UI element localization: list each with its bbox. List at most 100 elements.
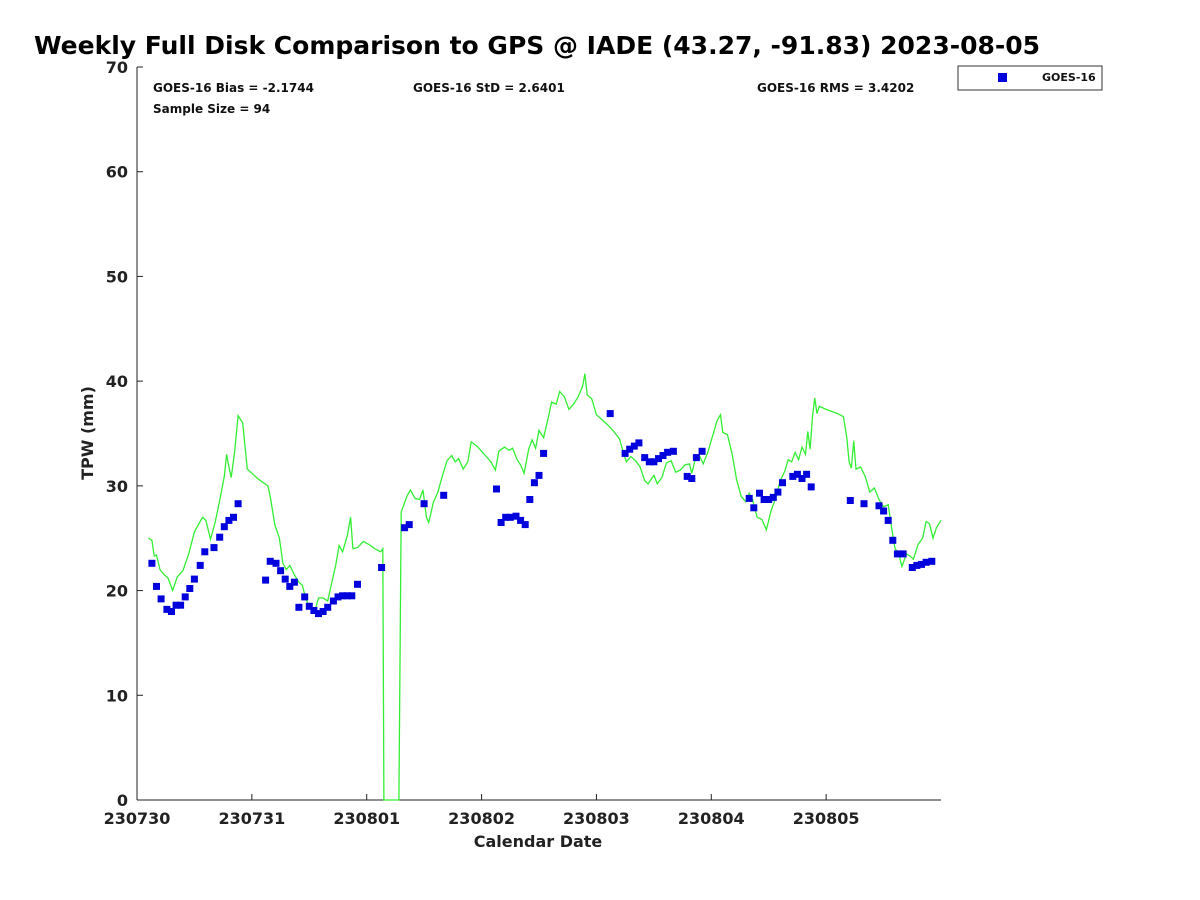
legend-box xyxy=(957,65,1103,91)
gps-series xyxy=(148,373,942,801)
goes-point xyxy=(540,449,548,457)
goes-point xyxy=(526,496,534,503)
y-tick-label: 20 xyxy=(106,582,128,601)
goes-point xyxy=(378,564,386,571)
goes-point xyxy=(928,557,936,565)
goes-point xyxy=(405,521,413,529)
std-stat: GOES-16 StD = 2.6401 xyxy=(413,81,565,95)
goes-point xyxy=(420,500,428,508)
legend-label-goes: GOES-16 xyxy=(1042,71,1096,84)
goes-point xyxy=(846,497,854,504)
goes-point xyxy=(913,561,921,569)
goes-point xyxy=(875,502,883,510)
y-axis-label: TPW (mm) xyxy=(78,386,97,480)
x-axis-label: Calendar Date xyxy=(474,832,603,851)
goes-point xyxy=(401,524,409,532)
goes-point xyxy=(659,452,667,459)
x-tick-label: 230804 xyxy=(678,809,745,828)
goes-point xyxy=(230,513,237,521)
goes-point xyxy=(324,603,332,611)
goes-point xyxy=(807,483,815,491)
goes-point xyxy=(286,582,294,590)
goes-point xyxy=(234,500,242,508)
legend-marker-goes xyxy=(998,73,1007,82)
y-tick-label: 10 xyxy=(106,686,128,705)
stats-box: GOES-16 Bias = -2.1744 GOES-16 StD = 2.6… xyxy=(153,81,914,116)
goes-point xyxy=(655,455,662,463)
x-tick-label: 230801 xyxy=(333,809,400,828)
goes-point xyxy=(899,550,907,558)
goes-point xyxy=(683,472,691,480)
goes-point xyxy=(354,580,361,588)
goes-point xyxy=(310,607,318,614)
goes-point xyxy=(512,512,520,520)
goes-point xyxy=(290,578,298,586)
y-tick-label: 70 xyxy=(106,58,128,77)
goes-point xyxy=(650,458,658,466)
goes-point xyxy=(168,608,175,615)
goes-point xyxy=(277,567,285,575)
x-tick-label: 230803 xyxy=(563,809,630,828)
goes-point xyxy=(760,496,768,503)
goes-point xyxy=(177,601,185,609)
goes-point xyxy=(745,494,753,502)
goes-point xyxy=(889,536,897,544)
goes-point xyxy=(779,479,786,487)
goes-point xyxy=(163,605,171,613)
goes-point xyxy=(305,602,313,610)
goes-point xyxy=(635,439,643,447)
goes-point xyxy=(664,448,672,456)
goes-point xyxy=(769,493,777,501)
y-tick-label: 50 xyxy=(106,267,128,286)
goes-point xyxy=(329,597,337,605)
goes-point xyxy=(210,544,218,552)
goes-point xyxy=(880,507,888,515)
goes-point xyxy=(281,575,289,583)
y-tick-label: 60 xyxy=(106,163,128,182)
goes-point xyxy=(266,557,274,565)
goes-point xyxy=(157,595,165,603)
x-axis-ticks: 230730 230731 230801 230802 230803 230804 2308… xyxy=(104,794,860,828)
goes-point xyxy=(216,533,224,541)
y-tick-label: 30 xyxy=(106,477,128,496)
goes-point xyxy=(190,575,198,583)
goes-point xyxy=(535,471,543,479)
x-tick-label: 230802 xyxy=(448,809,515,828)
goes-point xyxy=(893,550,901,558)
goes-point xyxy=(688,475,696,482)
goes-point xyxy=(630,442,638,450)
x-tick-label: 230731 xyxy=(218,809,285,828)
goes-point xyxy=(756,489,763,497)
goes-point xyxy=(641,454,649,462)
goes-point xyxy=(186,585,194,592)
goes-point xyxy=(530,479,538,487)
goes-point xyxy=(606,410,614,418)
goes-point xyxy=(517,516,525,524)
goes-point xyxy=(201,548,209,556)
x-tick-label: 230730 xyxy=(104,809,171,828)
y-axis-ticks: 0 10 20 30 40 50 60 70 xyxy=(106,58,143,810)
goes-point xyxy=(765,496,773,503)
goes-point xyxy=(521,521,529,529)
goes-point xyxy=(148,559,156,567)
goes-point xyxy=(343,592,351,600)
goes-point xyxy=(506,513,514,521)
y-tick-label: 40 xyxy=(106,372,128,391)
legend: GOES-16 xyxy=(957,65,1103,91)
goes-point xyxy=(798,475,806,482)
goes-point xyxy=(750,504,758,512)
goes-point xyxy=(301,593,309,601)
goes-point xyxy=(497,519,505,526)
goes-point xyxy=(348,592,356,600)
goes-point xyxy=(262,576,270,584)
goes-point xyxy=(774,488,782,496)
goes-point xyxy=(153,582,160,590)
goes-point xyxy=(621,449,629,457)
goes-point xyxy=(908,564,916,571)
goes-series xyxy=(148,410,936,618)
x-tick-label: 230805 xyxy=(793,809,860,828)
goes-point xyxy=(884,516,892,524)
goes-point xyxy=(502,513,510,521)
goes-point xyxy=(220,523,228,531)
